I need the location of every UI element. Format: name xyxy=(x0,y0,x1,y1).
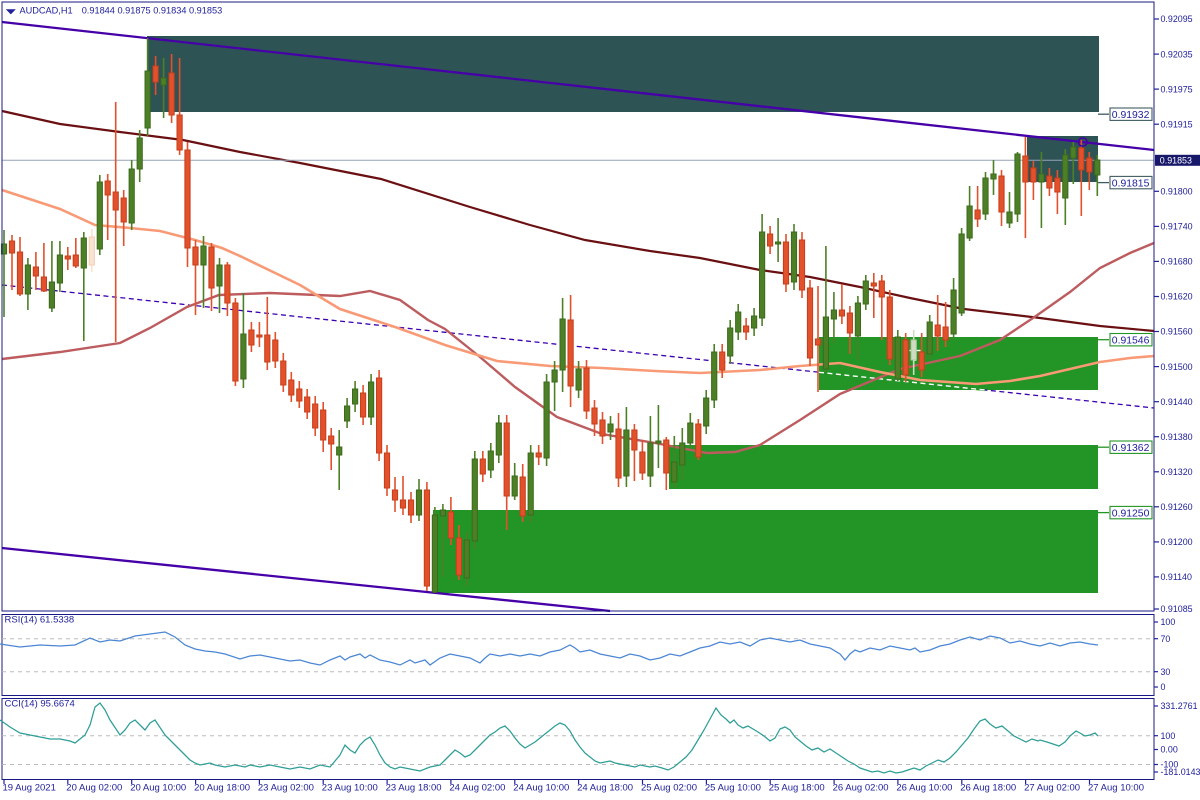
svg-text:27 Aug 02:00: 27 Aug 02:00 xyxy=(1024,783,1080,794)
svg-text:25 Aug 18:00: 25 Aug 18:00 xyxy=(769,783,825,794)
svg-text:24 Aug 18:00: 24 Aug 18:00 xyxy=(577,783,633,794)
svg-text:0.00: 0.00 xyxy=(1161,745,1178,755)
svg-text:-181.0143: -181.0143 xyxy=(1161,767,1200,777)
svg-text:0.91362: 0.91362 xyxy=(1112,443,1150,454)
svg-text:26 Aug 18:00: 26 Aug 18:00 xyxy=(960,783,1016,794)
svg-text:0.91085: 0.91085 xyxy=(1161,604,1193,614)
svg-text:331.2761: 331.2761 xyxy=(1161,701,1198,711)
svg-text:25 Aug 10:00: 25 Aug 10:00 xyxy=(705,783,761,794)
svg-text:-100: -100 xyxy=(1161,760,1179,770)
svg-text:23 Aug 02:00: 23 Aug 02:00 xyxy=(258,783,314,794)
svg-text:0.91844 0.91875 0.91834 0.9185: 0.91844 0.91875 0.91834 0.91853 xyxy=(82,6,223,16)
svg-text:70: 70 xyxy=(1161,634,1171,644)
svg-text:0.92035: 0.92035 xyxy=(1161,49,1193,59)
svg-text:25 Aug 02:00: 25 Aug 02:00 xyxy=(641,783,697,794)
svg-text:0.91320: 0.91320 xyxy=(1161,467,1193,477)
svg-text:100: 100 xyxy=(1161,617,1176,627)
svg-text:0.91200: 0.91200 xyxy=(1161,537,1193,547)
svg-text:0.91440: 0.91440 xyxy=(1161,397,1193,407)
svg-text:0.91140: 0.91140 xyxy=(1161,572,1192,582)
svg-text:0.91260: 0.91260 xyxy=(1161,502,1193,512)
svg-text:24 Aug 10:00: 24 Aug 10:00 xyxy=(513,783,569,794)
svg-text:RSI(14) 61.5338: RSI(14) 61.5338 xyxy=(5,615,75,626)
svg-text:0.92095: 0.92095 xyxy=(1161,14,1193,24)
svg-text:0.91546: 0.91546 xyxy=(1112,336,1150,347)
svg-text:30: 30 xyxy=(1161,667,1171,677)
svg-text:20 Aug 18:00: 20 Aug 18:00 xyxy=(194,783,250,794)
svg-text:0.91740: 0.91740 xyxy=(1161,222,1193,232)
svg-text:0.91620: 0.91620 xyxy=(1161,292,1193,302)
svg-text:0.91815: 0.91815 xyxy=(1112,178,1150,189)
svg-text:100: 100 xyxy=(1161,731,1176,741)
svg-text:23 Aug 10:00: 23 Aug 10:00 xyxy=(322,783,378,794)
svg-text:0.91975: 0.91975 xyxy=(1161,84,1193,94)
svg-text:26 Aug 10:00: 26 Aug 10:00 xyxy=(896,783,952,794)
svg-text:AUDCAD,H1: AUDCAD,H1 xyxy=(20,6,73,16)
svg-text:20 Aug 02:00: 20 Aug 02:00 xyxy=(66,783,122,794)
svg-text:0.91250: 0.91250 xyxy=(1112,508,1150,519)
svg-text:0.91800: 0.91800 xyxy=(1161,187,1193,197)
svg-text:CCI(14) 95.6674: CCI(14) 95.6674 xyxy=(5,699,75,710)
svg-text:0.91932: 0.91932 xyxy=(1112,110,1150,121)
svg-text:20 Aug 10:00: 20 Aug 10:00 xyxy=(130,783,186,794)
svg-text:0: 0 xyxy=(1161,682,1166,692)
svg-text:23 Aug 18:00: 23 Aug 18:00 xyxy=(386,783,442,794)
svg-text:26 Aug 02:00: 26 Aug 02:00 xyxy=(833,783,889,794)
svg-text:0.91853: 0.91853 xyxy=(1160,156,1192,166)
svg-text:0.91560: 0.91560 xyxy=(1161,327,1193,337)
svg-text:0.91680: 0.91680 xyxy=(1161,257,1193,267)
svg-text:0.91915: 0.91915 xyxy=(1161,119,1193,129)
svg-text:0.91380: 0.91380 xyxy=(1161,432,1193,442)
svg-text:19 Aug 2021: 19 Aug 2021 xyxy=(3,783,56,794)
svg-text:0.91500: 0.91500 xyxy=(1161,362,1193,372)
svg-text:24 Aug 02:00: 24 Aug 02:00 xyxy=(449,783,505,794)
svg-text:27 Aug 10:00: 27 Aug 10:00 xyxy=(1088,783,1144,794)
